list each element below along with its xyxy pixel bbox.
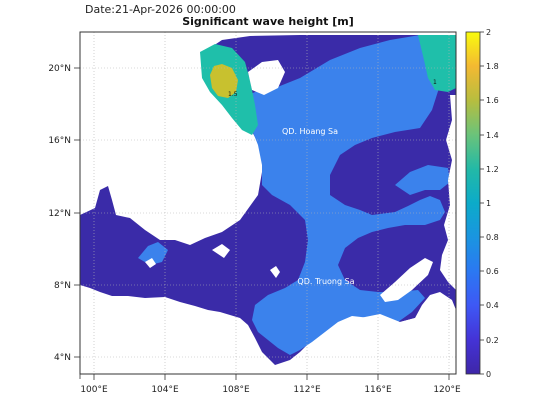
colorbar-label-0-6: 0.6: [486, 267, 499, 276]
lat-label-8n: 8°N: [54, 281, 71, 291]
land-island-small-3: [145, 258, 156, 268]
colorbar-label-1-4: 1.4: [486, 131, 499, 140]
sea-mid-region: [238, 35, 446, 355]
colorbar-label-1-6: 1.6: [486, 96, 499, 105]
colorbar: [465, 31, 481, 375]
colorbar-labels: 2 1.8 1.6 1.4 1.2 1 0.8 0.6 0.4 0.2 0: [486, 28, 499, 379]
date-label: Date:21-Apr-2026 00:00:00: [85, 3, 236, 16]
land-island-small-2: [212, 244, 230, 258]
lon-label-112e: 112°E: [293, 385, 321, 395]
lon-label-108e: 108°E: [222, 385, 250, 395]
colorbar-ticks: [480, 31, 484, 375]
colorbar-label-1-8: 1.8: [486, 62, 499, 71]
lon-label-100e: 100°E: [80, 385, 108, 395]
colorbar-label-0-2: 0.2: [486, 336, 499, 345]
lon-label-116e: 116°E: [364, 385, 392, 395]
colorbar-label-0-4: 0.4: [486, 301, 499, 310]
colorbar-label-0: 0: [486, 370, 491, 379]
lat-label-16n: 16°N: [48, 136, 71, 146]
graticule: [80, 32, 456, 374]
colorbar-label-1: 1: [486, 199, 491, 208]
lon-label-120e: 120°E: [433, 385, 461, 395]
contour-label-1: 1: [433, 79, 437, 86]
map-frame: [79, 31, 457, 375]
map-title: Significant wave height [m]: [182, 15, 354, 28]
frame-ticks: [74, 67, 450, 380]
lat-label-4n: 4°N: [54, 353, 71, 363]
sea-mid-pocket-east: [395, 165, 450, 195]
lon-label-104e: 104°E: [151, 385, 179, 395]
land-luzon: [440, 95, 456, 290]
sea-field: [80, 35, 456, 374]
colorbar-label-1-2: 1.2: [486, 165, 499, 174]
land-borneo: [330, 292, 456, 374]
lat-label-20n: 20°N: [48, 64, 71, 74]
sea-high-tonkin-yellow: [210, 64, 238, 98]
land-hainan: [248, 60, 285, 95]
lat-label-12n: 12°N: [48, 209, 71, 219]
colorbar-label-2: 2: [486, 28, 491, 37]
sea-high-ne: [418, 35, 456, 92]
sea-mid-pocket-gulf: [138, 242, 168, 265]
colorbar-label-0-8: 0.8: [486, 233, 499, 242]
land-island-small-1: [270, 266, 280, 278]
contour-label-1-5: 1.5: [228, 91, 238, 98]
label-truong-sa: QD. Truong Sa: [297, 277, 354, 286]
lat-labels: 20°N 16°N 12°N 8°N 4°N: [48, 64, 71, 363]
land-palawan: [380, 258, 433, 302]
lon-labels: 100°E 104°E 108°E 112°E 116°E 120°E: [80, 385, 461, 395]
label-hoang-sa: QD. Hoang Sa: [282, 127, 338, 136]
